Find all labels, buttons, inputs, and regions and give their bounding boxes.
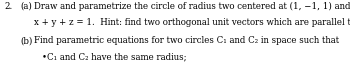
Text: (b): (b) [20, 36, 33, 45]
Text: Draw and parametrize the circle of radius two centered at (1, −1, 1) and lying o: Draw and parametrize the circle of radiu… [34, 2, 350, 11]
Text: C₁ and C₂ have the same radius;: C₁ and C₂ have the same radius; [47, 52, 187, 61]
Text: 2.: 2. [5, 2, 13, 11]
Text: •: • [41, 52, 46, 61]
Text: Find parametric equations for two circles C₁ and C₂ in space such that: Find parametric equations for two circle… [34, 36, 340, 45]
Text: x + y + z = 1.  Hint: find two orthogonal unit vectors which are parallel to the: x + y + z = 1. Hint: find two orthogonal… [34, 18, 350, 27]
Text: (a): (a) [20, 2, 32, 11]
